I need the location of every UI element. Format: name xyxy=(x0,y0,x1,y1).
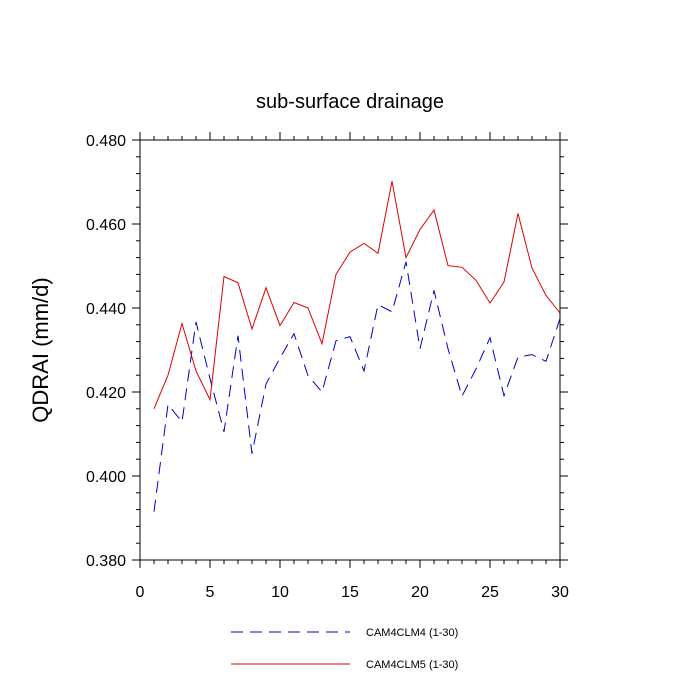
series-line-2 xyxy=(153,181,561,409)
series-line-1 xyxy=(153,261,561,512)
x-tick-label: 20 xyxy=(411,584,429,601)
x-tick-label: 5 xyxy=(206,584,215,601)
x-tick-label: 15 xyxy=(341,584,359,601)
x-tick-label: 25 xyxy=(481,584,499,601)
y-tick-label: 0.480 xyxy=(86,133,126,150)
y-axis-label: QDRAI (mm/d) xyxy=(28,277,53,422)
y-tick-label: 0.400 xyxy=(86,469,126,486)
plot-area xyxy=(153,181,561,512)
x-tick-label: 0 xyxy=(136,584,145,601)
legend-label-2: CAM4CLM5 (1-30) xyxy=(366,659,458,671)
legend: CAM4CLM4 (1-30) CAM4CLM5 (1-30) xyxy=(231,627,458,671)
x-tick-label: 30 xyxy=(551,584,569,601)
y-tick-label: 0.420 xyxy=(86,385,126,402)
y-tick-label: 0.440 xyxy=(86,301,126,318)
y-tick-label: 0.380 xyxy=(86,553,126,570)
chart-title: sub-surface drainage xyxy=(256,91,444,113)
plot-frame xyxy=(139,139,561,561)
y-tick-label: 0.460 xyxy=(86,217,126,234)
x-tick-label: 10 xyxy=(271,584,289,601)
axis-ticks: 0 5 10 15 20 25 30 0.380 0.400 0.420 0.440 0.460 0.4… xyxy=(86,132,569,601)
legend-label-1: CAM4CLM4 (1-30) xyxy=(366,627,458,639)
